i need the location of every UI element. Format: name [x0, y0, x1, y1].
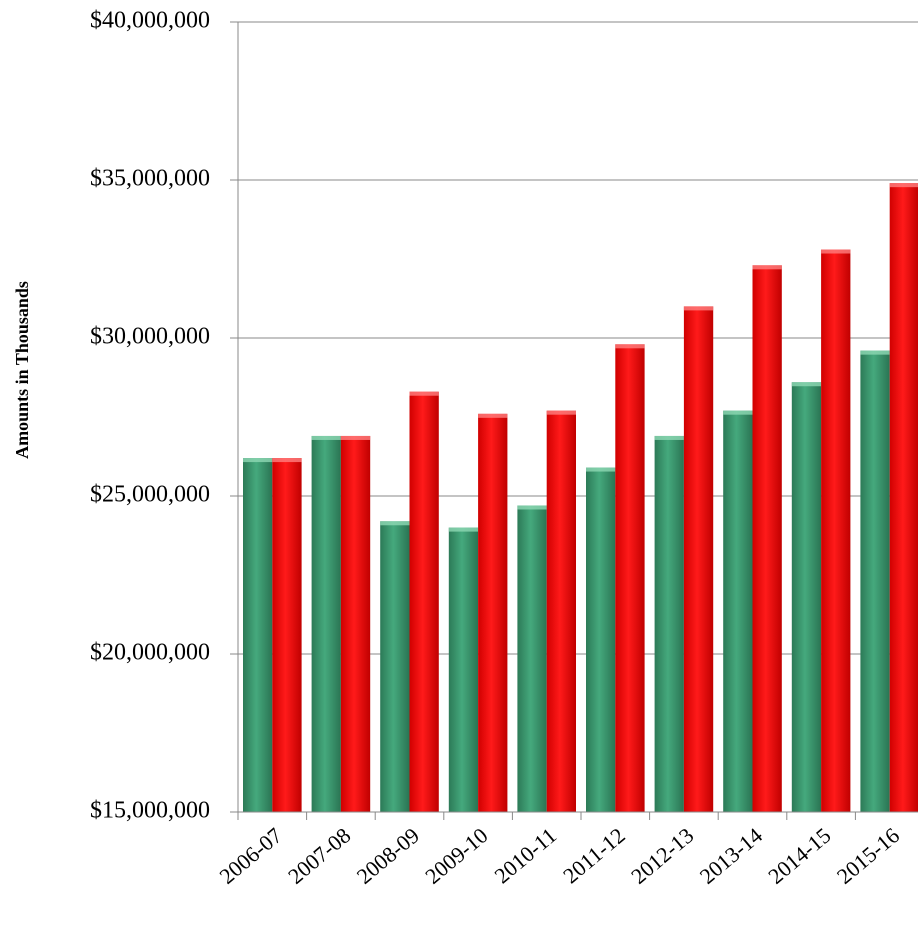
- bar: [791, 382, 822, 812]
- bar-top: [243, 458, 273, 463]
- x-tick-label: 2010-11: [490, 823, 562, 889]
- bar: [409, 391, 439, 812]
- y-tick-label: $20,000,000: [90, 640, 210, 666]
- bar: [889, 183, 918, 812]
- bar-top: [340, 435, 371, 440]
- bar: [340, 435, 371, 812]
- bar: [380, 521, 410, 812]
- bar-top: [821, 249, 851, 254]
- bar-top: [448, 527, 479, 532]
- x-tick-label: 2007-08: [283, 823, 355, 889]
- bar-top: [586, 467, 616, 472]
- bar-top: [889, 183, 918, 188]
- bar-top: [409, 391, 439, 396]
- bar-top: [546, 410, 576, 415]
- x-tick-label: 2011-12: [558, 823, 630, 889]
- x-tick-label: 2012-13: [626, 823, 698, 889]
- y-tick-label: $40,000,000: [90, 8, 210, 34]
- bar-top: [683, 306, 714, 311]
- bar: [615, 344, 645, 812]
- bar: [752, 265, 782, 812]
- bar: [311, 435, 341, 812]
- bar: [654, 435, 684, 812]
- bar: [860, 350, 890, 812]
- bar-top: [752, 265, 782, 270]
- x-tick-label: 2006-07: [215, 823, 287, 889]
- x-tick-label: 2015-16: [832, 823, 904, 889]
- x-tick-label: 2008-09: [352, 823, 424, 889]
- bar-top: [615, 344, 645, 349]
- bar: [821, 249, 851, 812]
- bar-top: [723, 410, 753, 415]
- bar-top: [380, 521, 410, 526]
- bar: [683, 306, 714, 812]
- x-tick-label: 2013-14: [695, 823, 767, 889]
- bar: [546, 410, 576, 812]
- y-axis-label: Amounts in Thousands: [12, 281, 32, 459]
- bar-top: [654, 435, 684, 440]
- bar-top: [272, 458, 302, 463]
- y-tick-label: $30,000,000: [90, 324, 210, 350]
- y-tick-label: $25,000,000: [90, 482, 210, 508]
- bar-top: [311, 435, 341, 440]
- bar-top: [860, 350, 890, 355]
- x-tick-label: 2009-10: [420, 823, 492, 889]
- bar: [478, 413, 508, 812]
- bar: [586, 467, 616, 812]
- bar: [723, 410, 753, 812]
- y-tick-label: $35,000,000: [90, 166, 210, 192]
- bar-top: [517, 505, 547, 510]
- bar: [243, 458, 273, 812]
- x-tick-label: 2014-15: [763, 823, 835, 889]
- bar-top: [791, 382, 822, 387]
- bar: [517, 505, 547, 812]
- y-tick-label: $15,000,000: [90, 798, 210, 824]
- bar: [448, 527, 479, 812]
- bar: [272, 458, 302, 812]
- bar-top: [478, 413, 508, 418]
